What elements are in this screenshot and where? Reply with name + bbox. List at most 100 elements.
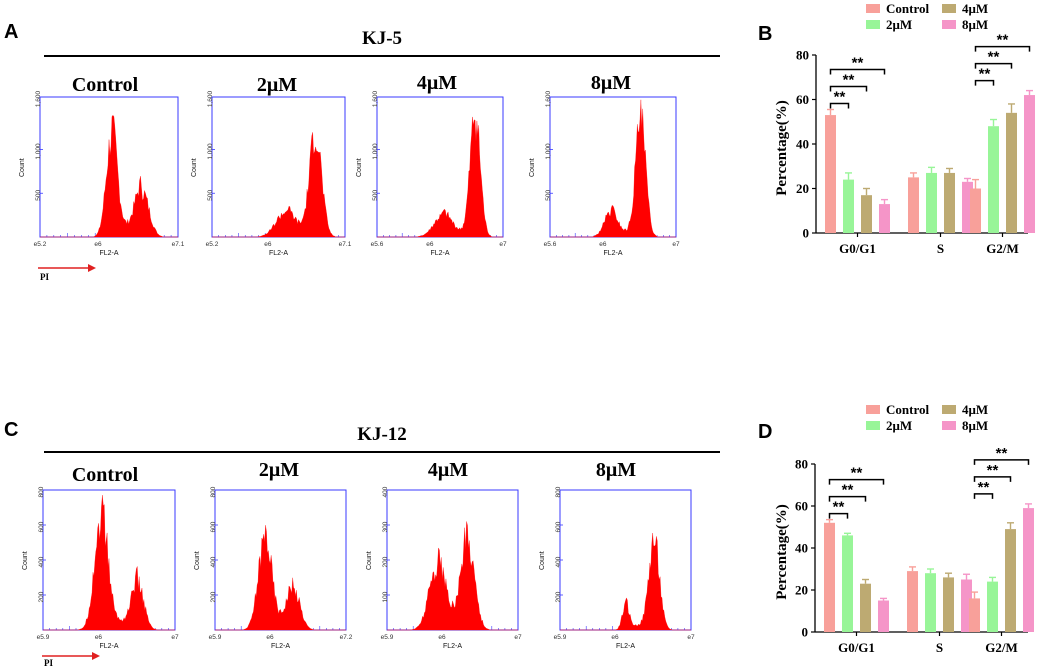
bar-G0/G1-2μM: [842, 535, 853, 632]
bar-G2/M-2μM: [988, 126, 999, 233]
significance-label: **: [996, 445, 1008, 462]
histogram-ytick-label: 800: [38, 486, 45, 497]
kj5-label-4um: 4μM: [417, 72, 457, 94]
bar-G2/M-4μM: [1006, 112, 1017, 233]
legend-swatch: [866, 20, 880, 29]
histogram-ytick-label: 800: [210, 486, 217, 497]
histogram-ytick-label: 500: [207, 189, 214, 200]
pi-label-c: PI: [44, 658, 53, 668]
histogram-ytick-label: 200: [210, 591, 217, 602]
significance-label: **: [852, 55, 864, 72]
significance-bracket: [974, 45, 1031, 52]
legend-swatch: [942, 421, 956, 430]
histogram-ytick-label: 200: [555, 591, 562, 602]
bar-category-label: G0/G1: [838, 640, 875, 655]
histogram-xlabel: FL2-A: [99, 250, 118, 257]
histogram-xlabel: FL2-A: [443, 643, 462, 650]
legend-swatch: [942, 405, 956, 414]
pi-arrowhead-c: [92, 652, 100, 660]
histogram-kj-5-3: 500 1,000 1,600 Count e5.6 e6 e7 FL2-A: [529, 90, 680, 257]
significance-bracket: [829, 68, 886, 75]
significance-label: **: [988, 49, 1000, 66]
histogram-ytick-label: 1,600: [207, 90, 214, 107]
kj5-label-8um: 8μM: [591, 72, 631, 94]
histogram-xlabel: FL2-A: [99, 643, 118, 650]
histogram-fill: [215, 525, 346, 631]
histogram-xtick-label: e6: [94, 241, 102, 248]
bar-ytick-label: 0: [803, 226, 810, 241]
bar-G0/G1-4μM: [861, 195, 872, 233]
flow-histograms: 500 1,000 1,600 Count e5.2 e6 e7.1 FL2-A 500 1,00…: [19, 90, 695, 650]
histogram-kj-12-2: 100 200 300 400 Count e5.9 e6 e7 FL2-A: [366, 486, 522, 650]
kj12-label-control: Control: [72, 464, 139, 486]
legend-label: 2μM: [886, 418, 912, 433]
histogram-xlabel: FL2-A: [616, 643, 635, 650]
kj12-label-8um: 8μM: [596, 459, 636, 481]
bar-G2/M-Control: [970, 188, 981, 233]
histogram-ylabel: Count: [356, 158, 363, 177]
histogram-ytick-label: 1,600: [35, 90, 42, 107]
histogram-kj-5-0: 500 1,000 1,600 Count e5.2 e6 e7.1 FL2-A: [19, 90, 185, 257]
bar-G2/M-8μM: [1024, 95, 1035, 233]
histogram-xtick-label: e5.2: [206, 241, 219, 248]
histogram-xtick-label: e5.2: [34, 241, 47, 248]
histogram-xlabel: FL2-A: [269, 250, 288, 257]
significance-label: **: [851, 465, 863, 482]
bar-ytick-label: 20: [795, 583, 808, 598]
bar-ytick-label: 40: [796, 137, 809, 152]
significance-bracket: [973, 493, 994, 499]
histogram-ylabel: Count: [191, 158, 198, 177]
histogram-ytick-label: 600: [210, 521, 217, 532]
significance-bracket: [829, 102, 850, 109]
histogram-xtick-label: e6: [611, 634, 619, 641]
histogram-xlabel: FL2-A: [603, 250, 622, 257]
histogram-xtick-label: e6: [426, 241, 434, 248]
bar-G0/G1-8μM: [879, 204, 890, 233]
significance-label: **: [842, 482, 854, 499]
significance-bracket: [828, 495, 867, 502]
significance-bracket: [973, 476, 1012, 482]
histogram-fill: [550, 99, 676, 238]
histogram-fill: [212, 132, 345, 238]
histogram-xtick-label: e5.9: [554, 634, 567, 641]
legend-swatch: [942, 4, 956, 13]
histogram-xtick-label: e6: [95, 634, 103, 641]
histogram-xtick-label: e7.1: [172, 241, 185, 248]
significance-label: **: [997, 32, 1009, 49]
kj5-label-control: Control: [72, 74, 139, 96]
histogram-xlabel: FL2-A: [271, 643, 290, 650]
kj12-title: KJ-12: [357, 424, 407, 445]
pi-label-a: PI: [40, 272, 49, 282]
histogram-kj-12-0: 200 400 600 800 Count e5.9 e6 e7 FL2-A: [22, 486, 179, 650]
bar-ytick-label: 60: [796, 92, 809, 107]
histogram-ytick-label: 1,600: [372, 90, 379, 107]
histogram-ytick-label: 300: [382, 521, 389, 532]
significance-bracket: [829, 85, 868, 92]
histogram-fill: [40, 114, 178, 238]
bar-S-4μM: [944, 172, 955, 233]
bar-S-4μM: [943, 577, 954, 632]
histogram-kj-12-1: 200 400 600 800 Count e5.9 e6 e7.2 FL2-A: [194, 486, 353, 650]
legend-swatch: [866, 405, 880, 414]
histogram-xtick-label: e5.6: [544, 241, 557, 248]
kj5-label-2um: 2μM: [257, 74, 297, 96]
histogram-xtick-label: e7.2: [340, 634, 353, 641]
bar-S-2μM: [926, 172, 937, 233]
legend-label: 8μM: [962, 17, 988, 32]
significance-label: **: [987, 462, 999, 479]
bar-G0/G1-Control: [825, 115, 836, 233]
bar-S-Control: [907, 571, 918, 632]
histogram-ytick-label: 500: [35, 189, 42, 200]
bar-category-label: S: [937, 241, 944, 256]
histogram-xtick-label: e6: [438, 634, 446, 641]
kj5-title: KJ-5: [362, 28, 402, 49]
histogram-ytick-label: 500: [372, 189, 379, 200]
histogram-kj-5-1: 500 1,000 1,600 Count e5.2 e6 e7.1 FL2-A: [191, 90, 352, 257]
histogram-ytick-label: 600: [38, 521, 45, 532]
significance-label: **: [833, 499, 845, 516]
bar-S-Control: [908, 177, 919, 233]
histogram-ytick-label: 1,000: [35, 143, 42, 160]
histogram-ytick-label: 1,000: [372, 143, 379, 160]
panel-letter-a: A: [4, 21, 18, 43]
